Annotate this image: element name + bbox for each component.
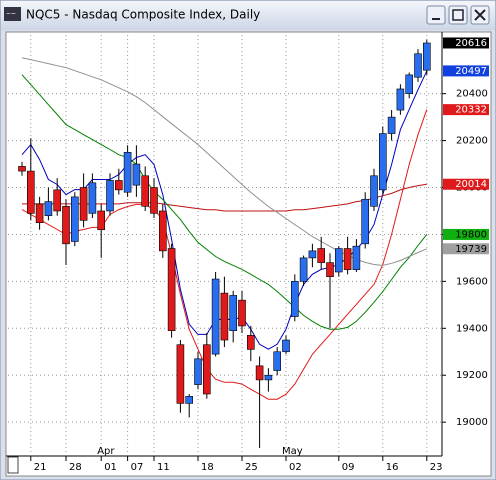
candle-body xyxy=(396,88,405,111)
x-tick-label: 23 xyxy=(430,462,443,473)
candle-body xyxy=(290,281,299,317)
window-title: NQC5 - Nasdaq Composite Index, Daily xyxy=(26,8,260,22)
price-label: 20014 xyxy=(455,179,487,190)
x-tick-label: 11 xyxy=(157,462,170,473)
candle-body xyxy=(247,335,255,350)
candle-body xyxy=(203,344,211,395)
price-label: 20616 xyxy=(455,38,487,49)
price-label-box xyxy=(443,65,489,77)
candle-body xyxy=(79,187,88,221)
candle-body xyxy=(273,351,282,371)
y-tick-label: 19000 xyxy=(456,417,488,428)
candle-body xyxy=(326,262,334,277)
moving-average xyxy=(21,74,428,330)
candle-body xyxy=(220,292,229,341)
candle-body xyxy=(317,248,326,263)
candle-body xyxy=(414,53,422,78)
price-label: 19800 xyxy=(455,229,487,240)
candle-body xyxy=(62,205,70,245)
x-tick-label: 01 xyxy=(104,462,117,473)
y-tick-label: 20200 xyxy=(456,136,488,147)
candle-body xyxy=(176,344,185,404)
y-tick-label: 19400 xyxy=(456,323,488,334)
candle-body xyxy=(299,257,308,282)
candle-body xyxy=(26,170,35,214)
chart-area xyxy=(5,31,492,477)
x-tick-label: 07 xyxy=(131,462,144,473)
price-label-box xyxy=(443,104,489,116)
y-tick-label: 20400 xyxy=(456,89,488,100)
candle-body xyxy=(71,196,79,242)
candle-body xyxy=(35,203,44,224)
candle-body xyxy=(238,299,246,327)
candle-body xyxy=(88,182,97,214)
candle-body xyxy=(150,187,158,214)
candle-body xyxy=(370,175,378,207)
candle-body xyxy=(405,74,414,94)
candle-body xyxy=(18,166,26,172)
price-label-box xyxy=(443,228,489,240)
price-label: 20497 xyxy=(455,66,487,77)
candle-body xyxy=(185,396,193,404)
candle-body xyxy=(132,163,141,186)
candle-body xyxy=(282,339,290,353)
candle-body xyxy=(352,245,361,270)
candle-body xyxy=(141,175,149,207)
candle-body xyxy=(123,152,132,193)
candle-body xyxy=(115,180,123,191)
maximize-glyph xyxy=(452,9,464,21)
price-label-box xyxy=(443,37,489,49)
candle-body xyxy=(308,250,317,259)
candle-body xyxy=(378,133,387,191)
scroll-handle[interactable] xyxy=(7,456,19,474)
candle-body xyxy=(53,189,62,212)
price-label: 19739 xyxy=(455,244,487,255)
candle-body xyxy=(255,365,264,381)
candle-body xyxy=(159,210,167,252)
x-tick-label: 09 xyxy=(342,462,355,473)
candle-body xyxy=(361,198,370,245)
candle-body xyxy=(422,42,431,71)
x-tick-label: 28 xyxy=(69,462,82,473)
y-tick-label: 19200 xyxy=(456,370,488,381)
candle-body xyxy=(97,210,105,231)
title-bar xyxy=(1,1,495,30)
candle-body xyxy=(211,278,220,355)
price-label: 20332 xyxy=(455,105,487,116)
month-label: Apr xyxy=(97,446,115,457)
x-tick-label: 18 xyxy=(201,462,214,473)
month-label: May xyxy=(282,446,303,457)
x-tick-label: 02 xyxy=(289,462,302,473)
candle-body xyxy=(44,201,53,216)
candle-body xyxy=(264,374,273,381)
close-glyph xyxy=(474,9,486,21)
candle-body xyxy=(343,248,352,270)
candle-body xyxy=(229,295,237,331)
y-tick-label: 19600 xyxy=(456,276,488,287)
candle-body xyxy=(387,116,396,134)
moving-average xyxy=(21,109,428,400)
candle-body xyxy=(194,358,202,385)
x-tick-label: 16 xyxy=(386,462,399,473)
maximize-button[interactable] xyxy=(448,5,468,25)
price-label-box xyxy=(443,243,489,255)
window-icon xyxy=(4,7,21,21)
candle-body xyxy=(106,180,114,212)
x-tick-label: 21 xyxy=(34,462,47,473)
minimize-button[interactable] xyxy=(426,5,446,25)
candle-body xyxy=(334,248,343,273)
x-tick-label: 25 xyxy=(245,462,258,473)
candle-body xyxy=(167,248,176,331)
icon-glyph: ~~ xyxy=(6,11,16,18)
price-label-box xyxy=(443,178,489,190)
